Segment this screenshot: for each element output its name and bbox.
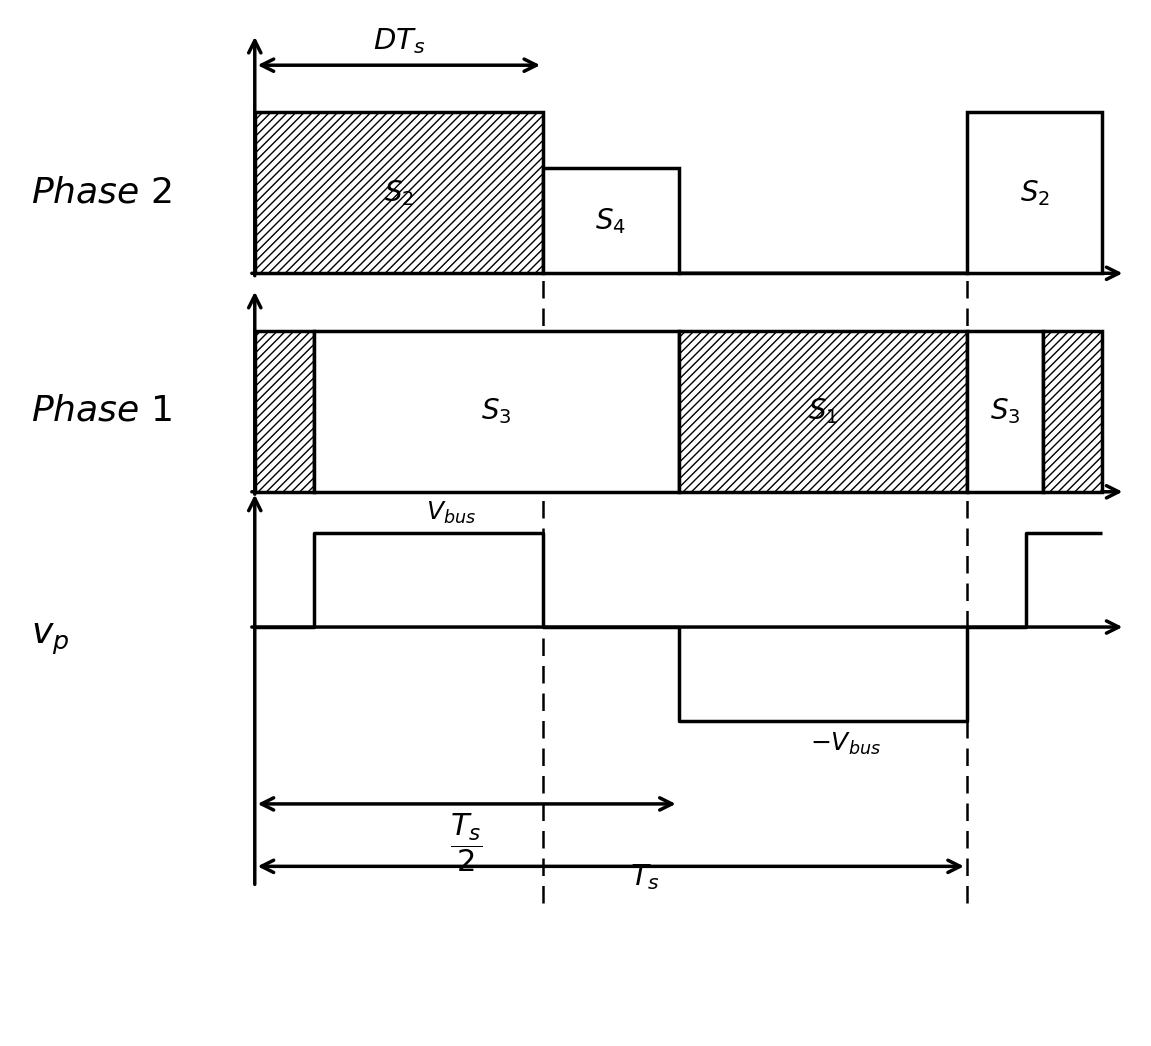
Text: $v_p$: $v_p$: [31, 622, 70, 657]
Text: $S_3$: $S_3$: [481, 396, 511, 426]
Bar: [543, 168, 679, 273]
Text: $Phase\ 2$: $Phase\ 2$: [31, 175, 173, 209]
Text: $V_{bus}$: $V_{bus}$: [426, 500, 477, 526]
Bar: [967, 331, 1043, 492]
Text: $T_s$: $T_s$: [630, 862, 661, 891]
Bar: [679, 331, 967, 492]
Text: $S_1$: $S_1$: [808, 396, 838, 426]
Text: $DT_s$: $DT_s$: [373, 26, 425, 56]
Bar: [314, 331, 679, 492]
Text: $\dfrac{T_s}{2}$: $\dfrac{T_s}{2}$: [450, 812, 483, 873]
Text: $S_4$: $S_4$: [595, 206, 626, 235]
Bar: [254, 112, 543, 273]
Text: $S_2$: $S_2$: [1020, 178, 1050, 207]
Bar: [254, 331, 314, 492]
Text: $S_2$: $S_2$: [384, 178, 414, 207]
Bar: [967, 112, 1103, 273]
Text: $Phase\ 1$: $Phase\ 1$: [31, 393, 173, 428]
Bar: [1043, 331, 1103, 492]
Text: $S_3$: $S_3$: [990, 396, 1020, 426]
Text: $-V_{bus}$: $-V_{bus}$: [810, 730, 882, 756]
